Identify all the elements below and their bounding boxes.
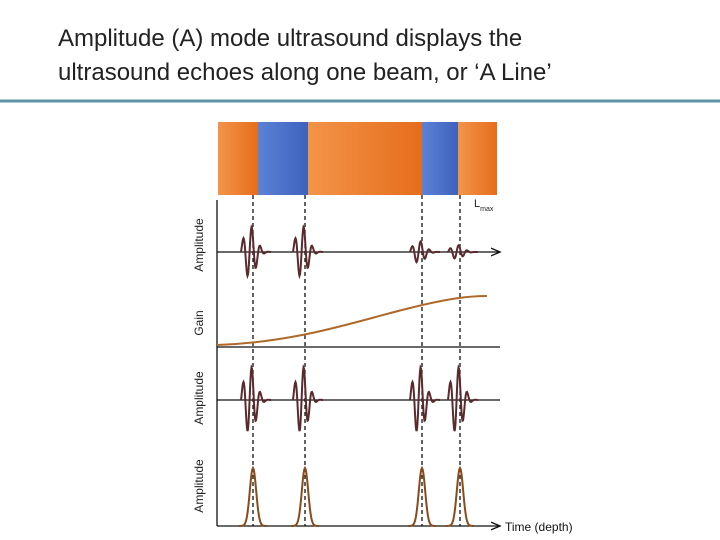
- tissue-segment: [258, 122, 308, 195]
- waveform: [408, 465, 436, 527]
- axis-label: Amplitude: [192, 371, 206, 425]
- waveform: [240, 363, 271, 432]
- tissue-segment: [458, 122, 497, 195]
- waveform: [292, 224, 323, 280]
- tissue-bar: [218, 122, 497, 195]
- title-line: ultrasound echoes along one beam, or ‘A …: [58, 59, 552, 86]
- lmax-label: Lmax: [474, 198, 494, 213]
- title-line: Amplitude (A) mode ultrasound displays t…: [58, 25, 522, 52]
- axis-label: Amplitude: [192, 218, 206, 272]
- lmax-main: L: [474, 198, 480, 210]
- waveform: [240, 224, 271, 280]
- x-label: Time (depth): [505, 520, 573, 534]
- waveform: [239, 465, 267, 527]
- waveform: [446, 465, 474, 527]
- waveform: [409, 240, 440, 264]
- axis-label: Gain: [192, 310, 206, 335]
- gain-curve: [216, 295, 488, 346]
- waveform: [292, 363, 323, 432]
- tissue-segment: [308, 122, 422, 195]
- tissue-segment: [218, 122, 258, 195]
- waveform: [291, 465, 319, 527]
- axis-label: Amplitude: [192, 459, 206, 513]
- waveforms: [239, 224, 478, 527]
- waveform: [409, 363, 440, 432]
- waveform: [447, 363, 478, 432]
- boundary-lines: [252, 195, 461, 526]
- waveform: [447, 244, 478, 260]
- tissue-segment: [422, 122, 458, 195]
- lmax-sub: max: [480, 206, 494, 213]
